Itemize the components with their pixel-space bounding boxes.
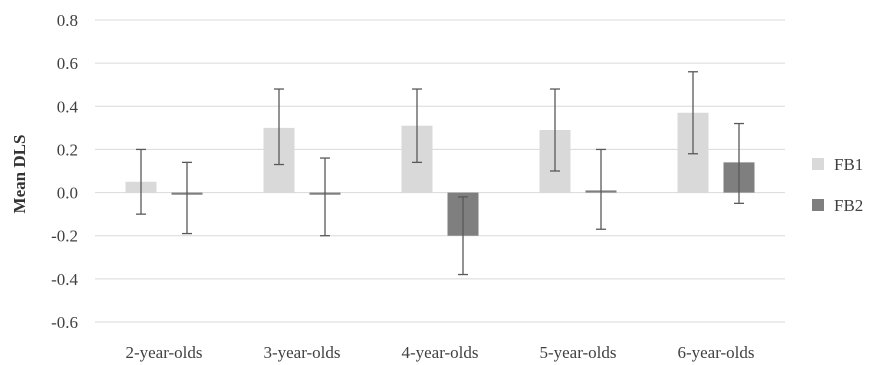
legend-label: FB2	[834, 196, 863, 215]
y-tick-label: 0.6	[57, 54, 78, 73]
y-tick-label: 0.2	[57, 140, 78, 159]
error-bar	[182, 161, 192, 235]
error-bar	[596, 148, 606, 230]
error-bar	[412, 88, 422, 164]
error-bars	[136, 71, 744, 276]
y-tick-label: -0.2	[51, 227, 78, 246]
gridlines	[95, 19, 785, 323]
y-tick-label: 0.0	[57, 184, 78, 203]
error-bar	[320, 157, 330, 237]
x-tick-label: 6-year-olds	[677, 343, 754, 362]
y-tick-label: 0.8	[57, 11, 78, 30]
legend: FB1 FB2	[812, 155, 863, 215]
legend-swatch-fb2	[812, 199, 824, 211]
legend-swatch-fb1	[812, 158, 824, 170]
x-tick-label: 3-year-olds	[263, 343, 340, 362]
error-bar	[136, 148, 146, 215]
x-tick-label: 4-year-olds	[401, 343, 478, 362]
error-bar	[458, 196, 468, 276]
error-bar	[734, 122, 744, 205]
x-tick-label: 5-year-olds	[539, 343, 616, 362]
y-tick-label: -0.6	[51, 313, 78, 332]
y-tick-label: -0.4	[51, 270, 78, 289]
x-axis-tick-labels: 2-year-olds 3-year-olds 4-year-olds 5-year-…	[125, 343, 754, 362]
y-axis-tick-labels: 0.8 0.6 0.4 0.2 0.0 -0.2 -0.4 -0.6	[51, 11, 78, 332]
y-tick-label: 0.4	[57, 97, 79, 116]
legend-label: FB1	[834, 155, 863, 174]
error-bar	[550, 88, 560, 172]
x-tick-label: 2-year-olds	[125, 343, 202, 362]
error-bar	[688, 71, 698, 155]
y-axis-title: Mean DLS	[10, 135, 29, 214]
bars	[125, 112, 755, 236]
error-bar	[274, 88, 284, 166]
